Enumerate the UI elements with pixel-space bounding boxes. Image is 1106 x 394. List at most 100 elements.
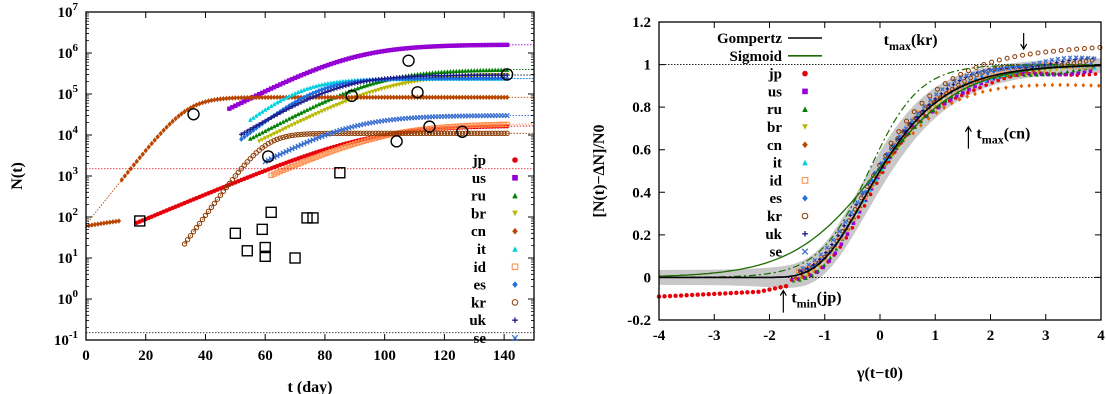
right-data-point xyxy=(883,153,888,158)
left-data-point xyxy=(250,152,256,159)
left-data-point xyxy=(433,70,438,75)
left-data-point xyxy=(501,42,507,48)
right-data-point xyxy=(921,108,925,113)
left-highlight-markers xyxy=(134,54,514,264)
left-data-point xyxy=(367,90,372,96)
left-tmax-circle xyxy=(402,54,415,67)
left-data-point xyxy=(134,158,139,165)
right-data-point xyxy=(928,97,933,103)
left-data-point xyxy=(427,44,432,49)
right-data-point xyxy=(943,99,948,103)
left-data-point xyxy=(277,135,283,141)
left-data-point xyxy=(388,47,393,53)
left-data-point xyxy=(205,208,212,215)
left-y-tick-label: 104 xyxy=(58,124,79,144)
left-data-point xyxy=(236,95,241,101)
left-data-point xyxy=(361,138,367,144)
right-data-point xyxy=(1030,72,1034,77)
right-data-point xyxy=(824,245,830,250)
right-data-point xyxy=(909,118,915,123)
left-data-point xyxy=(131,162,136,168)
left-data-point xyxy=(415,75,420,82)
left-data-point xyxy=(454,43,459,48)
left-data-point xyxy=(229,177,236,183)
left-chart-panel: 0 20 40 60 80 100 120 140 10-1 100 101 102 103 104 105… xyxy=(9,1,535,394)
left-data-point xyxy=(331,104,337,109)
right-data-point xyxy=(1004,55,1010,61)
right-data-point xyxy=(1003,73,1008,78)
left-data-point xyxy=(477,122,483,128)
right-data-point xyxy=(1019,83,1024,89)
left-data-point xyxy=(277,82,283,87)
right-data-point xyxy=(874,178,878,182)
right-data-point xyxy=(723,291,728,296)
right-data-point xyxy=(988,87,993,93)
left-data-point xyxy=(480,130,486,137)
left-data-point xyxy=(370,50,375,56)
left-legend-marker-br xyxy=(512,210,518,217)
right-data-point xyxy=(1012,54,1018,60)
right-data-point xyxy=(1036,71,1040,76)
left-tmin-square xyxy=(307,212,319,224)
right-data-point xyxy=(1055,56,1061,62)
left-data-point xyxy=(420,130,427,137)
left-data-point xyxy=(475,42,480,48)
left-data-point xyxy=(190,228,197,235)
left-data-point xyxy=(474,130,480,137)
left-data-point xyxy=(367,136,373,143)
left-data-point xyxy=(274,112,280,117)
right-data-point xyxy=(855,200,860,205)
right-legend-marker-kr xyxy=(801,212,809,220)
left-data-point xyxy=(143,147,148,154)
left-data-point xyxy=(149,140,154,147)
right-data-point xyxy=(1061,55,1067,61)
left-data-point xyxy=(260,130,265,135)
right-data-point xyxy=(750,289,756,295)
left-data-point xyxy=(504,130,510,137)
left-y-tick-label: 106 xyxy=(58,42,79,62)
left-data-point xyxy=(405,130,412,137)
left-data-point xyxy=(448,43,453,48)
right-data-point xyxy=(880,167,885,172)
left-data-point xyxy=(438,130,445,137)
right-data-point xyxy=(1089,45,1095,51)
left-data-point xyxy=(158,130,163,137)
left-legend-marker-es xyxy=(512,281,518,288)
right-sigmoid-curve xyxy=(658,65,1101,277)
right-data-point xyxy=(1058,72,1062,77)
left-data-point xyxy=(477,130,483,137)
left-data-point xyxy=(468,122,474,129)
left-data-point xyxy=(481,42,486,48)
left-data-point xyxy=(236,102,241,107)
right-data-point xyxy=(915,115,919,119)
left-data-point xyxy=(254,133,259,138)
right-data-point xyxy=(851,221,856,225)
left-data-point xyxy=(447,130,454,137)
right-fit-curves xyxy=(658,63,1101,279)
right-data-point xyxy=(1027,72,1032,76)
left-data-point xyxy=(322,94,328,101)
left-data-point xyxy=(436,94,441,101)
left-data-point xyxy=(298,100,304,105)
left-data-point xyxy=(257,122,262,127)
right-data-point xyxy=(931,108,936,113)
left-data-point xyxy=(263,89,268,94)
left-data-point xyxy=(280,167,286,174)
right-data-point xyxy=(1043,49,1049,55)
left-data-point xyxy=(331,80,337,85)
left-data-point xyxy=(239,136,244,142)
right-data-point xyxy=(1077,60,1083,65)
left-series-ru xyxy=(248,67,534,141)
left-data-point xyxy=(504,72,510,78)
left-data-point xyxy=(274,136,280,142)
right-annotation-arrow xyxy=(779,289,787,313)
left-data-point xyxy=(242,134,247,140)
left-data-point xyxy=(498,75,504,82)
left-data-point xyxy=(286,147,292,153)
left-data-point xyxy=(439,69,444,75)
left-data-point xyxy=(182,108,187,115)
left-data-point xyxy=(251,115,256,120)
right-data-point xyxy=(1047,72,1051,76)
right-data-point xyxy=(1034,72,1038,76)
